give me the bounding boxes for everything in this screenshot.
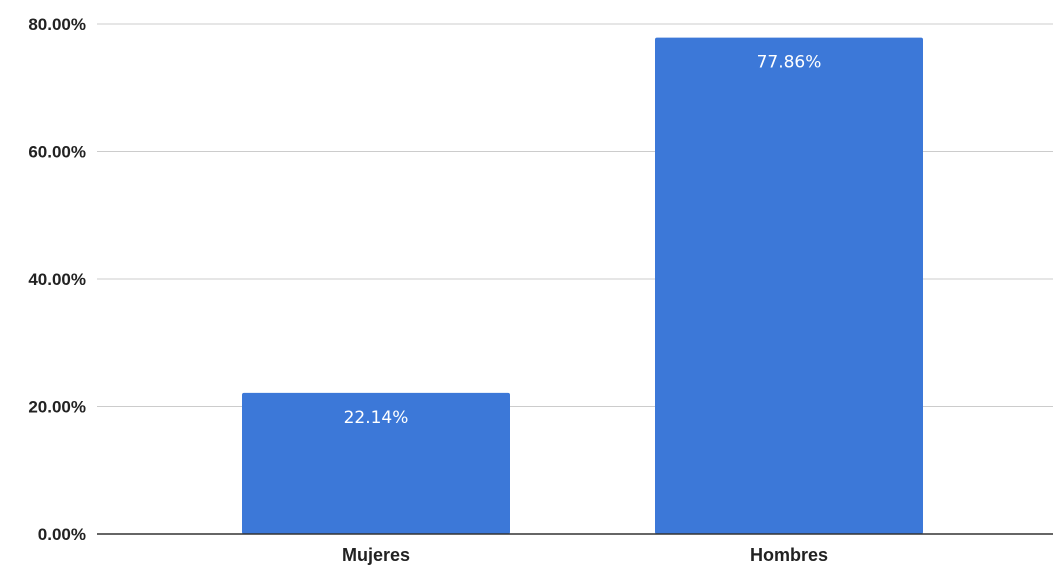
y-axis-tick-labels: 0.00% 20.00% 40.00% 60.00% 80.00%: [28, 15, 86, 544]
x-category-label-hombres: Hombres: [750, 545, 828, 565]
data-labels: 22.14% 77.86%: [344, 53, 822, 428]
data-label-mujeres: 22.14%: [344, 408, 409, 428]
y-tick-label: 40.00%: [28, 270, 86, 289]
bar-hombres: [655, 37, 923, 534]
bar-mujeres: [242, 392, 510, 534]
y-tick-label: 80.00%: [28, 15, 86, 34]
x-axis-category-labels: Mujeres Hombres: [342, 545, 828, 565]
y-tick-label: 20.00%: [28, 398, 86, 417]
bars: [242, 37, 923, 534]
x-category-label-mujeres: Mujeres: [342, 545, 410, 565]
data-label-hombres: 77.86%: [757, 53, 822, 73]
y-tick-label: 0.00%: [38, 525, 86, 544]
y-tick-label: 60.00%: [28, 143, 86, 162]
